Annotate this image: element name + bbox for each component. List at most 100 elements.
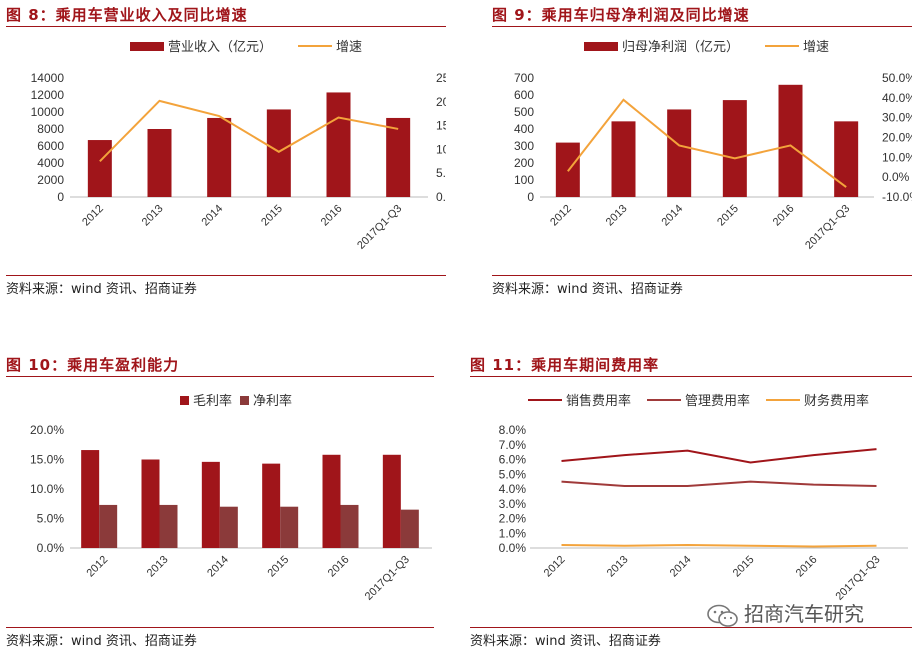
- source-rule: [470, 627, 912, 628]
- source-rule: [6, 275, 446, 276]
- legend-label: 营业收入（亿元）: [168, 39, 272, 54]
- y-tick-label-right: 5.0%: [436, 166, 446, 180]
- y-tick-label-right: 15.0%: [436, 119, 446, 133]
- chart-title: 图 11：乘用车期间费用率: [470, 356, 660, 374]
- x-tick-label: 2013: [604, 203, 630, 229]
- chart-title: 图 10：乘用车盈利能力: [6, 356, 180, 374]
- y-tick-label: 3.0%: [499, 497, 527, 511]
- series-line: [561, 544, 877, 548]
- legend-swatch: [584, 42, 618, 51]
- legend-label: 毛利率: [193, 393, 232, 408]
- x-tick-label: 2014: [668, 554, 694, 580]
- x-tick-label: 2012: [80, 203, 106, 229]
- chart-source: 资料来源：wind 资讯、招商证券: [6, 634, 197, 649]
- x-tick-label: 2016: [326, 554, 352, 580]
- chart-title: 图 9：乘用车归母净利润及同比增速: [492, 6, 750, 24]
- y-tick-label-left: 100: [514, 173, 534, 187]
- y-tick-label: 0.0%: [37, 541, 65, 555]
- x-tick-label: 2012: [84, 554, 110, 580]
- x-tick-label: 2015: [715, 203, 741, 229]
- y-tick-label: 5.0%: [37, 512, 65, 526]
- legend-label: 管理费用率: [685, 393, 750, 408]
- watermark-text: 招商汽车研究: [744, 602, 864, 626]
- y-tick-label: 7.0%: [499, 438, 527, 452]
- bar: [207, 117, 232, 197]
- chart-source: 资料来源：wind 资讯、招商证券: [470, 634, 661, 649]
- y-tick-label-right: 10.0%: [882, 150, 912, 164]
- legend-swatch: [130, 42, 164, 51]
- y-tick-label-left: 8000: [37, 122, 64, 136]
- bar: [159, 504, 178, 548]
- y-tick-label-right: 30.0%: [882, 111, 912, 125]
- y-tick-label-right: 0.0%: [436, 190, 446, 204]
- legend-label: 增速: [803, 39, 829, 54]
- y-tick-label-right: 40.0%: [882, 91, 912, 105]
- bar: [266, 109, 291, 197]
- legend-swatch: [240, 396, 249, 405]
- bar: [201, 461, 220, 548]
- wechat-icon: [707, 604, 738, 627]
- chart-panel-margin: 图 10：乘用车盈利能力 毛利率 净利率 0.0% 5.0% 10.0% 15.0% 20.…: [6, 352, 434, 652]
- y-tick-label: 6.0%: [499, 453, 527, 467]
- y-tick-label-right: 50.0%: [882, 71, 912, 85]
- y-tick-label-left: 0: [527, 190, 534, 204]
- x-tick-label: 2014: [199, 203, 225, 229]
- growth-line: [99, 99, 399, 163]
- legend-swatch: [180, 396, 189, 405]
- title-rule: [470, 376, 912, 377]
- bar: [382, 454, 401, 548]
- y-tick-label-right: 10.0%: [436, 142, 446, 156]
- x-tick-label: 2014: [659, 203, 685, 229]
- source-rule: [492, 275, 912, 276]
- y-tick-label-left: 0: [57, 190, 64, 204]
- x-tick-label: 2016: [771, 203, 797, 229]
- x-tick-label: 2012: [542, 554, 568, 580]
- y-tick-label-left: 700: [514, 71, 534, 85]
- series-line: [561, 480, 877, 488]
- bar: [722, 100, 747, 197]
- x-tick-label: 2015: [265, 554, 291, 580]
- bar: [141, 459, 160, 548]
- bar: [99, 504, 118, 548]
- y-tick-label: 2.0%: [499, 512, 527, 526]
- y-tick-label: 8.0%: [499, 423, 527, 437]
- chart-title: 图 8：乘用车营业收入及同比增速: [6, 6, 248, 24]
- x-tick-label: 2017Q1-Q3: [363, 554, 412, 603]
- x-tick-label: 2013: [145, 554, 171, 580]
- chart-margin: 毛利率 净利率 0.0% 5.0% 10.0% 15.0% 20.0% 2012 2013 201…: [30, 393, 432, 603]
- watermark: 招商汽车研究: [706, 598, 864, 628]
- bar: [147, 129, 172, 197]
- legend-label: 增速: [336, 39, 362, 54]
- y-tick-label-left: 500: [514, 105, 534, 119]
- x-tick-label: 2012: [548, 203, 574, 229]
- y-tick-label-left: 4000: [37, 156, 64, 170]
- bar: [81, 450, 100, 548]
- y-tick-label-left: 14000: [31, 71, 65, 85]
- y-tick-label-right: 20.0%: [882, 131, 912, 145]
- bar: [834, 121, 859, 197]
- y-tick-label-right: -10.0%: [882, 190, 912, 204]
- y-tick-label-right: 0.0%: [882, 170, 910, 184]
- y-tick-label-left: 400: [514, 122, 534, 136]
- bar: [262, 463, 281, 548]
- x-tick-label: 2016: [794, 554, 820, 580]
- y-tick-label-right: 25.0%: [436, 71, 446, 85]
- chart-source: 资料来源：wind 资讯、招商证券: [6, 282, 197, 297]
- bar: [87, 140, 112, 197]
- y-tick-label: 0.0%: [499, 541, 527, 555]
- series-line: [561, 448, 877, 464]
- y-tick-label: 4.0%: [499, 482, 527, 496]
- y-tick-label: 15.0%: [30, 453, 64, 467]
- y-tick-label: 1.0%: [499, 526, 527, 540]
- title-rule: [6, 376, 434, 377]
- bar: [326, 92, 351, 197]
- y-tick-label-left: 10000: [31, 105, 65, 119]
- legend-label: 净利率: [253, 393, 292, 408]
- chart-revenue: 营业收入（亿元） 增速 0 2000 4000 6000 8000 10000 12000 140…: [31, 39, 446, 252]
- x-tick-label: 2014: [205, 554, 231, 580]
- chart-source: 资料来源：wind 资讯、招商证券: [492, 282, 683, 297]
- y-tick-label: 20.0%: [30, 423, 64, 437]
- y-tick-label-left: 12000: [31, 88, 65, 102]
- x-tick-label: 2017Q1-Q3: [355, 203, 404, 252]
- legend-label: 财务费用率: [804, 393, 869, 408]
